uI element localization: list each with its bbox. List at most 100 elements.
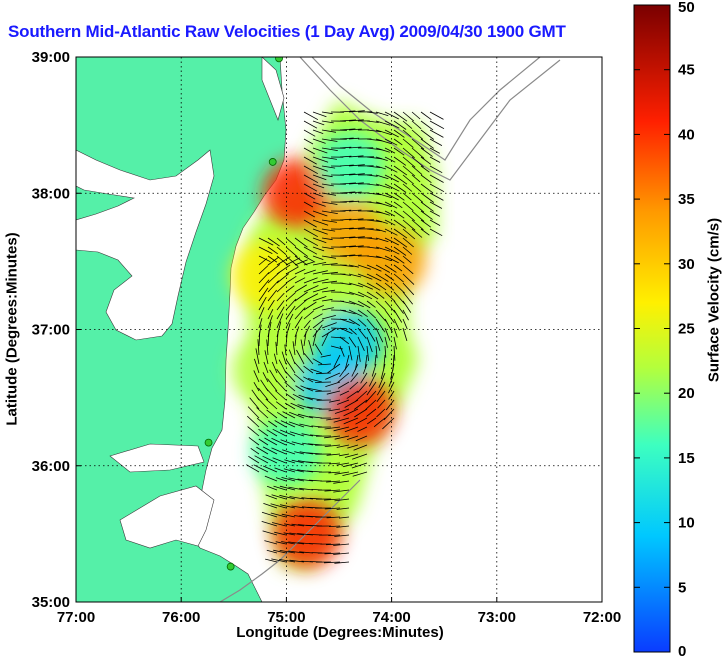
velocity-vector	[411, 201, 425, 213]
velocity-vector	[375, 246, 391, 252]
velocity-vector	[258, 307, 265, 320]
velocity-vector	[339, 245, 357, 248]
velocity-vector	[339, 264, 354, 267]
velocity-vector	[321, 237, 333, 241]
velocity-vector	[312, 138, 326, 144]
velocity-vector	[388, 372, 395, 387]
velocity-vector	[339, 209, 352, 212]
velocity-vector	[411, 120, 422, 130]
velocity-vector	[285, 266, 299, 275]
velocity-vector	[279, 494, 296, 500]
velocity-vector	[411, 228, 423, 238]
velocity-vector	[303, 111, 319, 121]
velocity-vector	[338, 516, 350, 519]
velocity-vector	[301, 497, 314, 500]
velocity-vector	[429, 165, 443, 174]
velocity-vector	[321, 246, 334, 250]
velocity-vector	[325, 543, 341, 546]
velocity-vector	[258, 387, 269, 401]
velocity-vector	[411, 147, 425, 159]
velocity-vector	[312, 305, 324, 311]
velocity-vector	[264, 437, 278, 446]
velocity-vector	[321, 129, 337, 133]
velocity-vector	[267, 271, 280, 284]
velocity-vector	[366, 309, 377, 319]
velocity-vector	[289, 532, 305, 536]
velocity-vector	[343, 417, 359, 425]
velocity-vector	[333, 543, 350, 546]
velocity-vector	[344, 399, 359, 408]
velocity-vector	[375, 264, 390, 273]
velocity-vector	[429, 192, 444, 201]
velocity-vector	[339, 254, 356, 257]
velocity-vector	[253, 370, 260, 383]
velocity-vector	[320, 354, 332, 358]
velocity-vector	[336, 444, 350, 448]
velocity-vector	[375, 273, 389, 282]
velocity-vector	[420, 120, 434, 131]
velocity-vector	[289, 496, 305, 500]
velocity-vector	[267, 255, 278, 263]
velocity-vector	[275, 341, 278, 356]
velocity-vector	[321, 298, 333, 302]
velocity-vector	[348, 273, 362, 278]
velocity-vector	[388, 381, 395, 394]
velocity-vector	[420, 165, 430, 173]
velocity-vector	[375, 210, 390, 216]
colorbar-tick-label: 20	[678, 385, 695, 402]
velocity-vector	[321, 271, 338, 275]
velocity-vector	[375, 147, 390, 153]
velocity-vector	[312, 156, 329, 163]
velocity-vector	[384, 219, 396, 226]
colorbar-ticks: 0 5 10 15 20 25 30 35 40 45 50	[634, 0, 695, 659]
velocity-vector	[258, 272, 270, 284]
velocity-vector	[326, 453, 341, 456]
velocity-vector	[420, 156, 432, 165]
velocity-vector	[321, 332, 330, 347]
velocity-vector	[321, 307, 334, 311]
velocity-vector	[402, 201, 414, 212]
velocity-vector	[355, 435, 368, 442]
velocity-vector	[321, 120, 334, 124]
velocity-vector	[321, 165, 336, 169]
velocity-vector	[267, 378, 278, 392]
velocity-vector	[300, 339, 305, 356]
velocity-vector	[384, 156, 396, 163]
velocity-vector	[384, 264, 397, 273]
x-tick-label: 72:00	[583, 609, 621, 626]
velocity-vector	[303, 192, 316, 200]
velocity-vector	[429, 120, 445, 130]
velocity-vector	[303, 228, 318, 238]
velocity-vector	[258, 279, 270, 293]
velocity-vector	[402, 210, 415, 222]
velocity-vector	[362, 363, 368, 375]
velocity-vector	[420, 183, 434, 194]
velocity-vector	[333, 417, 350, 423]
velocity-vector	[357, 273, 373, 280]
velocity-vector	[333, 480, 350, 484]
velocity-vector	[384, 309, 395, 324]
velocity-vector	[285, 257, 301, 266]
velocity-vector	[339, 363, 350, 378]
velocity-vector	[393, 192, 405, 201]
velocity-vector	[326, 480, 341, 483]
velocity-vector	[294, 291, 308, 302]
velocity-vector	[303, 310, 314, 320]
velocity-vector	[327, 363, 341, 374]
velocity-vector	[321, 111, 333, 115]
isobath-contour	[219, 479, 361, 602]
velocity-vector	[303, 352, 314, 365]
velocity-vector	[393, 210, 405, 219]
velocity-vector	[365, 399, 377, 410]
velocity-vector	[336, 525, 350, 528]
velocity-vector	[336, 462, 350, 466]
velocity-vector	[256, 446, 269, 455]
velocity-vector	[339, 300, 356, 305]
velocity-vector	[328, 462, 341, 465]
velocity-vector	[384, 327, 391, 341]
velocity-vector	[258, 255, 271, 263]
velocity-vector	[271, 361, 278, 374]
velocity-vector	[285, 246, 298, 258]
colorbar-tick-label: 25	[678, 321, 695, 338]
velocity-vector	[272, 428, 287, 437]
